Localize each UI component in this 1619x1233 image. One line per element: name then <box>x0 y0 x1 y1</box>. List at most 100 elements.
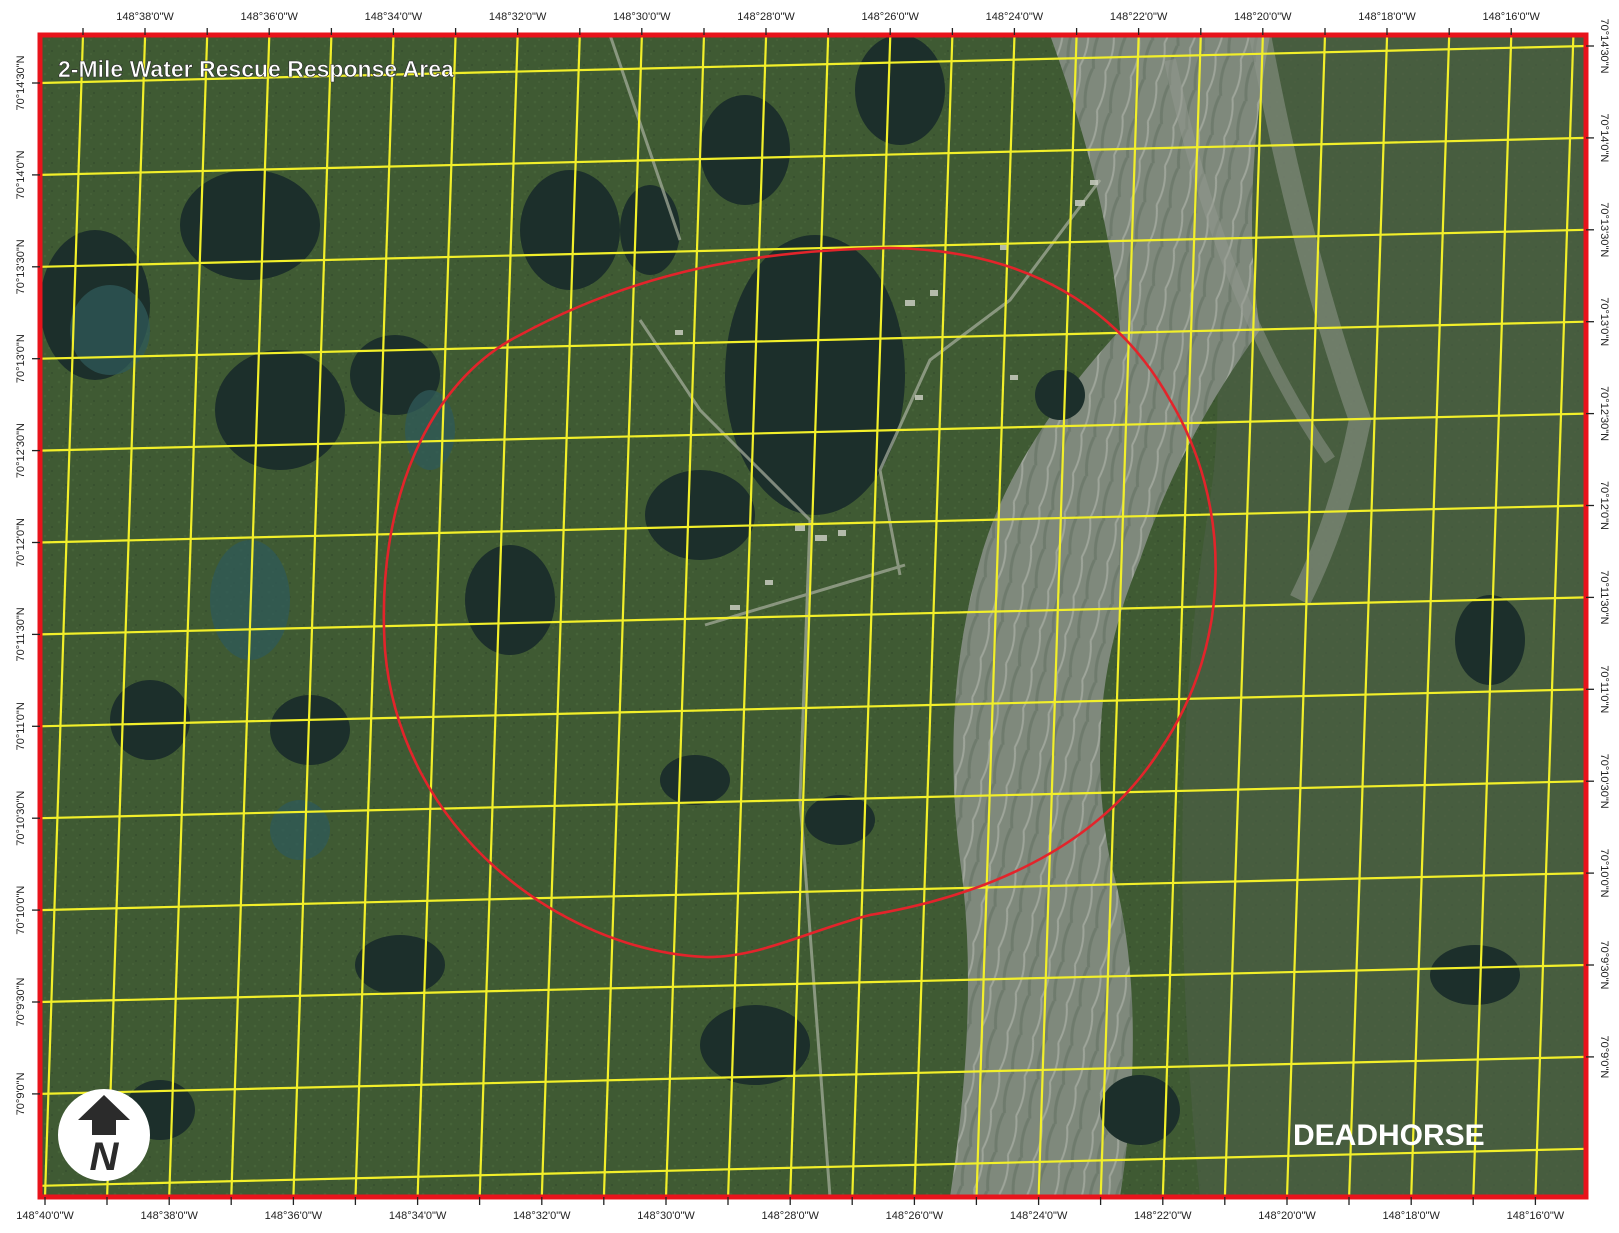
latitude-label: 70°13'0"N <box>15 334 27 383</box>
lake <box>350 335 440 415</box>
latitude-label: 70°12'30"N <box>1598 386 1610 441</box>
longitude-label: 148°22'0"W <box>1134 1210 1192 1222</box>
lake <box>1430 945 1520 1005</box>
meridian-line <box>478 35 519 1197</box>
longitude-label: 148°38'0"W <box>140 1210 198 1222</box>
parallel-line <box>40 1055 1586 1095</box>
latitude-label: 70°9'30"N <box>15 977 27 1026</box>
latitude-label: 70°9'0"N <box>15 1072 27 1115</box>
longitude-label: 148°28'0"W <box>761 1210 819 1222</box>
response-area-circle <box>382 246 1217 959</box>
meridian-line <box>1410 35 1451 1197</box>
latitude-label: 70°10'0"N <box>1598 849 1610 898</box>
lake <box>660 755 730 805</box>
parallel-line <box>40 872 1586 912</box>
meridian-line <box>1472 35 1513 1197</box>
parallel-line <box>40 688 1586 728</box>
lake <box>700 95 790 205</box>
parallel-line <box>40 504 1586 544</box>
lake <box>700 1005 810 1085</box>
lake <box>180 170 320 280</box>
latitude-label: 70°12'0"N <box>15 518 27 567</box>
lake <box>620 185 680 275</box>
meridian-line <box>416 35 457 1197</box>
industrial-pads <box>675 180 1098 610</box>
meridian-line <box>1223 35 1264 1197</box>
latitude-label: 70°10'0"N <box>15 886 27 935</box>
meridian-line <box>851 35 892 1197</box>
latitude-label: 70°10'30"N <box>1598 754 1610 809</box>
longitude-label: 148°20'0"W <box>1234 11 1292 23</box>
longitude-label: 148°38'0"W <box>116 11 174 23</box>
meridian-line <box>1099 35 1140 1197</box>
longitude-label: 148°30'0"W <box>613 11 671 23</box>
lake <box>355 935 445 995</box>
latitude-label: 70°14'0"N <box>15 150 27 199</box>
lake <box>1100 1075 1180 1145</box>
left-latitude-labels: 70°14'30"N 70°14'0"N 70°13'30"N 70°13'0"N 70… <box>15 55 40 1115</box>
parallel-line <box>40 228 1586 268</box>
meridian-line <box>1161 35 1202 1197</box>
meridian-line <box>354 35 395 1197</box>
latitude-label: 70°11'0"N <box>15 702 27 750</box>
top-longitude-labels: 148°38'0"W 148°36'0"W 148°34'0"W 148°32'0"W… <box>82 11 1541 35</box>
longitude-label: 148°36'0"W <box>240 11 298 23</box>
longitude-label: 148°16'0"W <box>1482 11 1540 23</box>
meridian-line <box>540 35 581 1197</box>
lake <box>645 470 755 560</box>
meridian-line <box>1534 35 1575 1197</box>
latitude-label: 70°10'30"N <box>15 791 27 846</box>
lakes <box>40 35 1525 1145</box>
longitude-label: 148°36'0"W <box>265 1210 323 1222</box>
longitude-label: 148°18'0"W <box>1358 11 1416 23</box>
latitude-label: 70°11'30"N <box>1598 570 1610 624</box>
parallel-line <box>40 1147 1586 1187</box>
longitude-label: 148°16'0"W <box>1507 1210 1565 1222</box>
latitude-label: 70°12'0"N <box>1598 481 1610 530</box>
latitude-label: 70°9'30"N <box>1598 941 1610 990</box>
longitude-label: 148°26'0"W <box>861 11 919 23</box>
longitude-label: 148°18'0"W <box>1382 1210 1440 1222</box>
map-frame <box>37 32 1589 1200</box>
lake <box>1035 370 1085 420</box>
meridian-line <box>664 35 706 1197</box>
lake <box>465 545 555 655</box>
longitude-label: 148°28'0"W <box>737 11 795 23</box>
meridian-line <box>230 35 271 1197</box>
longitude-label: 148°32'0"W <box>489 11 547 23</box>
latitude-label: 70°14'0"N <box>1598 113 1610 162</box>
latitude-label: 70°13'0"N <box>1598 297 1610 346</box>
north-arrow-icon: N <box>58 1089 150 1181</box>
longitude-label: 148°34'0"W <box>365 11 423 23</box>
parallel-line <box>40 412 1586 452</box>
north-arrow-letter: N <box>90 1135 120 1179</box>
latitude-label: 70°11'0"N <box>1598 665 1610 713</box>
latitude-label: 70°13'30"N <box>1598 202 1610 257</box>
right-latitude-labels: 70°14'30"N 70°14'0"N 70°13'30"N 70°13'0"N 70… <box>1586 18 1610 1078</box>
meridian-line <box>168 35 209 1197</box>
meridian-line <box>1037 35 1078 1197</box>
meridian-line <box>1348 35 1389 1197</box>
lake <box>805 795 875 845</box>
meridian-line <box>727 35 768 1197</box>
bottom-longitude-labels: 148°40'0"W 148°38'0"W 148°36'0"W 148°34'0"W… <box>16 1197 1565 1222</box>
latitude-label: 70°12'30"N <box>15 423 27 478</box>
parallel-line <box>40 963 1586 1004</box>
river-channel <box>950 35 1372 1197</box>
longitude-label: 148°24'0"W <box>986 11 1044 23</box>
meridian-line <box>1285 35 1327 1197</box>
parallel-line <box>40 136 1586 176</box>
latitude-label: 70°14'30"N <box>15 55 27 110</box>
longitude-label: 148°26'0"W <box>886 1210 944 1222</box>
latitude-label: 70°11'30"N <box>15 607 27 661</box>
meridian-line <box>602 35 643 1197</box>
parallel-line <box>40 780 1586 820</box>
longitude-label: 148°24'0"W <box>1010 1210 1068 1222</box>
meridian-line <box>106 35 147 1197</box>
place-label: DEADHORSE <box>1293 1119 1485 1152</box>
roads <box>608 35 1102 1197</box>
meridian-line <box>975 35 1016 1197</box>
longitude-label: 148°40'0"W <box>16 1210 74 1222</box>
